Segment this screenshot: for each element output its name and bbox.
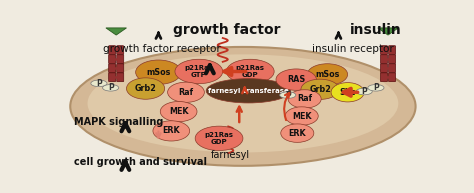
Ellipse shape <box>168 82 204 102</box>
Text: p21Ras
GDP: p21Ras GDP <box>205 132 234 145</box>
FancyBboxPatch shape <box>109 55 116 63</box>
Ellipse shape <box>153 121 190 141</box>
Circle shape <box>356 88 372 95</box>
FancyBboxPatch shape <box>389 73 396 82</box>
FancyBboxPatch shape <box>389 46 396 54</box>
Ellipse shape <box>175 59 223 84</box>
Text: mSos: mSos <box>146 68 171 77</box>
FancyBboxPatch shape <box>381 64 387 73</box>
Circle shape <box>102 85 119 91</box>
Ellipse shape <box>301 79 339 99</box>
FancyBboxPatch shape <box>381 46 387 54</box>
Ellipse shape <box>276 69 316 90</box>
Ellipse shape <box>227 59 274 84</box>
Text: growth factor receptor: growth factor receptor <box>103 44 221 54</box>
Text: growth factor: growth factor <box>173 23 281 37</box>
FancyBboxPatch shape <box>109 73 116 82</box>
Text: RAS: RAS <box>287 75 305 84</box>
Text: mSos: mSos <box>315 70 339 79</box>
FancyBboxPatch shape <box>109 64 116 73</box>
Text: P: P <box>373 83 379 92</box>
Text: p21Ras
GTP: p21Ras GTP <box>184 65 213 78</box>
Text: Raf: Raf <box>178 88 193 97</box>
Polygon shape <box>378 28 398 35</box>
Text: Grb2: Grb2 <box>309 85 331 94</box>
FancyBboxPatch shape <box>117 46 124 54</box>
Ellipse shape <box>285 107 318 125</box>
FancyBboxPatch shape <box>389 55 396 63</box>
Ellipse shape <box>281 124 314 142</box>
Ellipse shape <box>206 79 291 103</box>
Ellipse shape <box>160 102 197 122</box>
FancyBboxPatch shape <box>117 64 124 73</box>
Ellipse shape <box>331 83 364 102</box>
Circle shape <box>280 92 296 98</box>
Text: farnesyl: farnesyl <box>210 150 250 160</box>
Polygon shape <box>106 28 127 35</box>
Circle shape <box>368 85 384 91</box>
Ellipse shape <box>136 60 181 84</box>
Ellipse shape <box>288 90 321 108</box>
Text: Grb2: Grb2 <box>135 84 156 93</box>
FancyBboxPatch shape <box>389 64 396 73</box>
Text: p21Ras
GDP: p21Ras GDP <box>236 65 265 78</box>
FancyBboxPatch shape <box>381 73 387 82</box>
FancyBboxPatch shape <box>109 46 116 54</box>
Text: P: P <box>361 87 367 96</box>
Text: cell growth and survival: cell growth and survival <box>74 157 207 167</box>
Text: Shc: Shc <box>339 88 356 97</box>
FancyBboxPatch shape <box>381 55 387 63</box>
Text: P: P <box>108 83 114 92</box>
Text: ERK: ERK <box>289 129 306 138</box>
Text: MEK: MEK <box>169 107 188 116</box>
Ellipse shape <box>88 54 398 152</box>
Text: Raf: Raf <box>297 94 312 103</box>
Text: farnesyl transferase: farnesyl transferase <box>208 88 289 94</box>
FancyBboxPatch shape <box>117 55 124 63</box>
Ellipse shape <box>70 47 416 166</box>
Text: MAPK signalling: MAPK signalling <box>74 117 164 127</box>
Ellipse shape <box>127 78 164 99</box>
Text: P: P <box>96 79 102 88</box>
Text: insulin: insulin <box>349 23 401 37</box>
FancyBboxPatch shape <box>117 73 124 82</box>
Text: ERK: ERK <box>163 126 180 135</box>
Ellipse shape <box>195 126 243 151</box>
Text: MEK: MEK <box>292 112 311 121</box>
Circle shape <box>91 80 107 87</box>
Text: insulin receptor: insulin receptor <box>312 44 394 54</box>
Text: P: P <box>285 91 291 100</box>
Ellipse shape <box>307 64 347 85</box>
